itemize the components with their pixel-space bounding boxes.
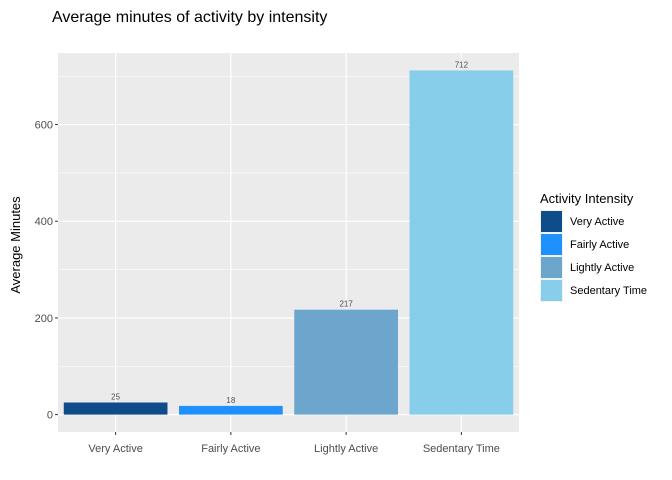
bar	[409, 70, 514, 415]
data-labels: 25 18 217 712	[111, 60, 468, 404]
legend-swatch	[541, 257, 562, 278]
bar	[294, 309, 398, 415]
data-label: 18	[226, 396, 235, 405]
y-tick-label: 0	[47, 410, 53, 422]
bar	[63, 402, 168, 415]
data-label: 712	[455, 60, 469, 69]
legend-swatch	[541, 280, 562, 301]
legend-label: Very Active	[570, 216, 624, 228]
legend-swatch	[541, 211, 562, 232]
y-tick-label: 200	[35, 313, 53, 325]
legend-title: Activity Intensity	[540, 191, 634, 206]
legend-label: Fairly Active	[570, 239, 629, 251]
x-tick-label: Sedentary Time	[423, 443, 500, 455]
data-label: 217	[339, 300, 353, 309]
legend-label: Sedentary Time	[570, 285, 647, 297]
x-axis: Very Active Fairly Active Lightly Active Se…	[88, 432, 500, 455]
legend-label: Lightly Active	[570, 262, 634, 274]
chart-title: Average minutes of activity by intensity	[52, 9, 327, 26]
legend: Activity Intensity Very Active Fairly Act…	[540, 191, 647, 302]
y-axis-title: Average Minutes	[8, 196, 23, 294]
legend-swatch	[541, 234, 562, 255]
x-tick-label: Very Active	[88, 443, 142, 455]
y-tick-label: 600	[35, 120, 53, 132]
y-tick-label: 400	[35, 216, 53, 228]
x-tick-label: Fairly Active	[201, 443, 260, 455]
x-tick-label: Lightly Active	[314, 443, 378, 455]
y-axis: 0 200 400 600	[35, 120, 58, 422]
bar	[179, 405, 283, 415]
bars	[63, 70, 514, 415]
data-label: 25	[111, 393, 120, 402]
